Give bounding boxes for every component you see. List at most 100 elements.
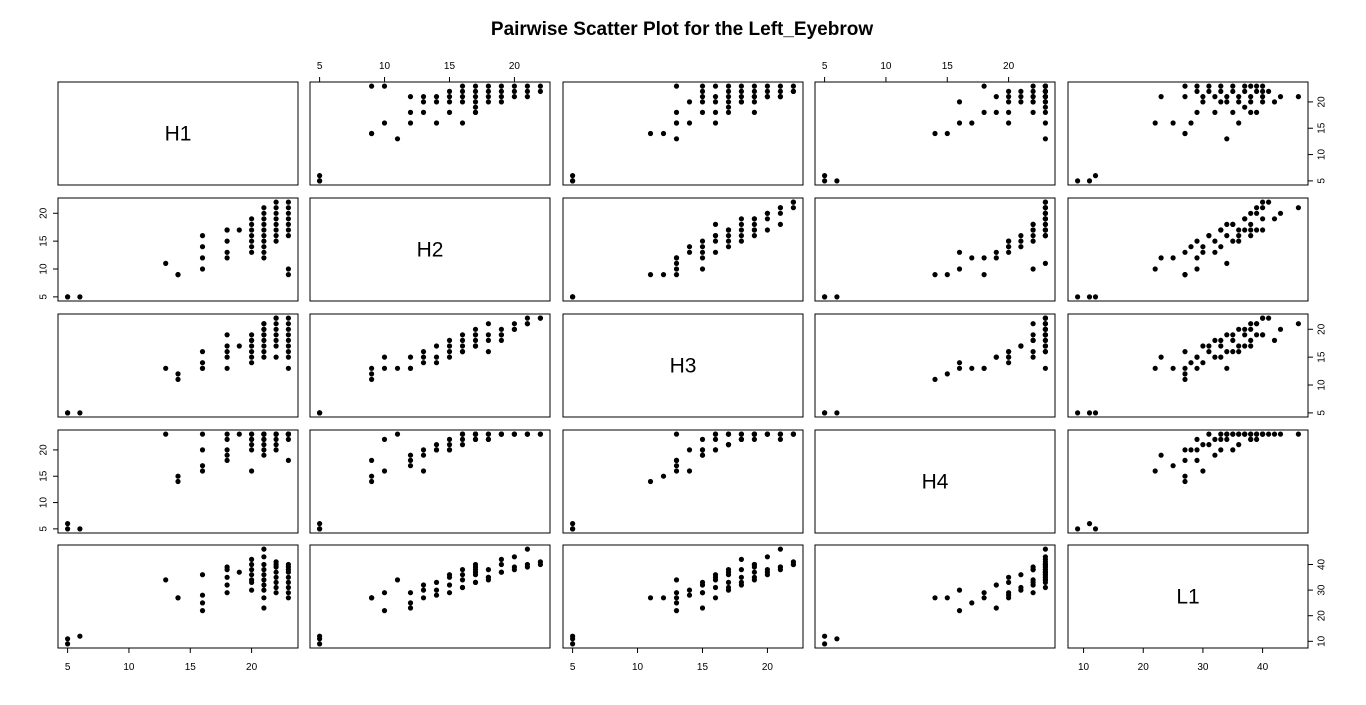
data-point xyxy=(1254,205,1260,211)
data-point xyxy=(647,130,654,137)
data-point xyxy=(420,587,427,593)
data-point xyxy=(738,431,745,437)
data-point xyxy=(433,99,440,105)
data-point xyxy=(224,457,230,463)
data-point xyxy=(1030,233,1036,239)
data-point xyxy=(712,595,719,601)
panel-L1-H1 xyxy=(57,544,299,649)
data-point xyxy=(1194,83,1200,89)
data-point xyxy=(433,360,440,366)
data-point xyxy=(1042,109,1048,115)
tick-label: 5 xyxy=(822,61,828,72)
data-point xyxy=(712,447,719,453)
data-point xyxy=(446,354,453,360)
data-point xyxy=(834,294,840,300)
data-point xyxy=(1006,595,1012,601)
data-point xyxy=(1006,238,1012,244)
data-point xyxy=(175,371,181,377)
data-point xyxy=(647,595,654,601)
panel-frame xyxy=(309,197,551,302)
data-point xyxy=(969,365,975,371)
data-point xyxy=(249,221,255,227)
data-point xyxy=(790,431,797,437)
data-point xyxy=(498,332,504,338)
data-point xyxy=(446,590,453,596)
data-point xyxy=(249,567,255,573)
data-point xyxy=(1206,233,1212,239)
panel-H4-H4: H4 xyxy=(814,429,1056,534)
data-point xyxy=(1206,442,1212,448)
data-point xyxy=(381,590,388,596)
data-point xyxy=(699,244,706,250)
tick-label: 15 xyxy=(697,662,709,673)
data-point xyxy=(285,326,291,332)
data-point xyxy=(249,354,255,360)
data-point xyxy=(1212,238,1218,244)
data-point xyxy=(1182,83,1188,89)
variable-label-L1: L1 xyxy=(1176,586,1199,609)
data-point xyxy=(647,478,654,485)
data-point xyxy=(1295,321,1301,327)
tick-label: 10 xyxy=(39,497,50,509)
data-point xyxy=(446,582,453,588)
data-point xyxy=(285,574,291,580)
data-point xyxy=(790,561,797,568)
data-point xyxy=(446,343,453,349)
data-point xyxy=(485,337,491,343)
data-point xyxy=(1254,83,1260,89)
data-point xyxy=(1242,83,1248,89)
data-point xyxy=(956,365,963,371)
data-point xyxy=(472,88,479,94)
data-point xyxy=(1042,227,1048,233)
data-point xyxy=(249,561,255,568)
data-point xyxy=(485,436,491,442)
data-point xyxy=(1230,109,1236,115)
data-point xyxy=(764,210,771,216)
data-point xyxy=(764,94,771,100)
data-point xyxy=(1170,255,1176,261)
data-point xyxy=(1260,431,1266,437)
data-point xyxy=(317,526,323,532)
data-point xyxy=(1206,88,1212,94)
data-point xyxy=(175,376,181,382)
data-point xyxy=(249,343,255,349)
data-point xyxy=(993,109,999,115)
panel-frame xyxy=(1067,429,1309,534)
data-point xyxy=(285,590,291,596)
data-point xyxy=(285,332,291,338)
data-point xyxy=(273,205,279,211)
data-point xyxy=(1042,584,1048,591)
data-point xyxy=(285,337,291,343)
y-axis-L1-right: 10 20 30 40 xyxy=(1307,558,1328,647)
data-point xyxy=(273,326,279,332)
data-point xyxy=(285,221,291,227)
data-point xyxy=(285,561,291,568)
data-point xyxy=(725,584,732,591)
data-point xyxy=(956,99,963,105)
tick-label: 15 xyxy=(1317,122,1328,134)
data-point xyxy=(249,572,255,578)
data-point xyxy=(537,315,544,321)
data-point xyxy=(1042,199,1048,205)
data-point xyxy=(738,567,745,573)
data-point xyxy=(751,99,758,105)
data-point xyxy=(822,173,828,179)
data-point xyxy=(764,216,771,222)
data-point xyxy=(1042,83,1048,89)
data-point xyxy=(1248,99,1254,105)
variable-label-H2: H2 xyxy=(417,239,444,262)
data-point xyxy=(738,238,745,244)
data-point xyxy=(944,371,950,377)
data-point xyxy=(261,452,267,458)
data-point xyxy=(1242,216,1248,222)
data-point xyxy=(1194,354,1200,360)
data-point xyxy=(738,574,745,580)
data-point xyxy=(1212,436,1218,442)
data-point xyxy=(699,255,706,261)
data-point xyxy=(686,244,693,250)
data-point xyxy=(511,326,517,332)
tick-label: 5 xyxy=(317,61,323,72)
data-point xyxy=(1242,104,1248,110)
data-point xyxy=(224,431,230,437)
data-point xyxy=(1236,120,1242,126)
